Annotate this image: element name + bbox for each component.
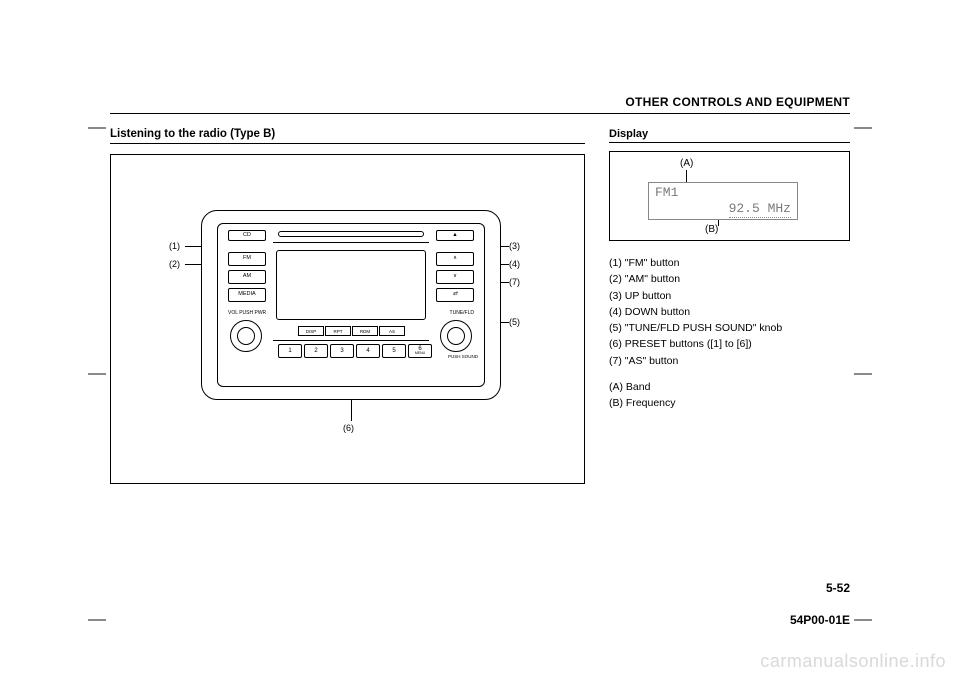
legend-7: (7) "AS" button <box>609 353 850 369</box>
lcd-screen: FM1 92.5 MHz <box>648 182 798 220</box>
media-button[interactable]: MEDIA <box>228 288 266 302</box>
rdm-button[interactable]: RDM <box>352 326 378 336</box>
chapter-title: OTHER CONTROLS AND EQUIPMENT <box>110 95 850 113</box>
section-title: Listening to the radio (Type B) <box>110 128 585 144</box>
callout-5: (5) <box>509 317 520 327</box>
radio-bezel: CD FM AM MEDIA VOL PUSH PWR ▲ ∧ ∨ ⇄ TUNE… <box>201 210 501 400</box>
preset-1[interactable]: 1 <box>278 344 302 358</box>
preset-5[interactable]: 5 <box>382 344 406 358</box>
legend: (1) "FM" button (2) "AM" button (3) UP b… <box>609 255 850 411</box>
doc-code: 54P00-01E <box>790 613 850 627</box>
eject-button[interactable]: ▲ <box>436 230 474 241</box>
mini-button-row: DISP RPT RDM AS <box>298 326 405 336</box>
cd-lip <box>273 242 429 244</box>
header-rule <box>110 113 850 114</box>
callout-1: (1) <box>169 241 180 251</box>
preset-divider <box>273 340 429 341</box>
watermark: carmanualsonline.info <box>760 651 946 672</box>
crop-tick <box>854 619 872 621</box>
radio-face: CD FM AM MEDIA VOL PUSH PWR ▲ ∧ ∨ ⇄ TUNE… <box>217 223 485 387</box>
right-column: Display (A) FM1 92.5 MHz (B) (1) "FM" bu… <box>609 128 850 484</box>
crop-tick <box>88 127 106 129</box>
volume-knob[interactable] <box>230 320 262 352</box>
callout-2: (2) <box>169 259 180 269</box>
lcd-frequency: 92.5 MHz <box>729 201 791 218</box>
crop-tick <box>88 373 106 375</box>
crop-tick <box>88 619 106 621</box>
display-figure: (A) FM1 92.5 MHz (B) <box>609 151 850 241</box>
disp-button[interactable]: DISP <box>298 326 324 336</box>
legend-a: (A) Band <box>609 379 850 395</box>
am-button[interactable]: AM <box>228 270 266 284</box>
preset-3[interactable]: 3 <box>330 344 354 358</box>
legend-1: (1) "FM" button <box>609 255 850 271</box>
cd-button[interactable]: CD <box>228 230 266 241</box>
callout-3: (3) <box>509 241 520 251</box>
callout-4: (4) <box>509 259 520 269</box>
legend-3: (3) UP button <box>609 288 850 304</box>
legend-b: (B) Frequency <box>609 395 850 411</box>
radio-figure: (1) (2) (3) (4) (7) (5) (6) <box>110 154 585 484</box>
up-button[interactable]: ∧ <box>436 252 474 266</box>
crop-tick <box>854 373 872 375</box>
lcd-band: FM1 <box>655 185 791 201</box>
crop-tick <box>854 127 872 129</box>
preset-row: 1 2 3 4 5 6MENU <box>278 344 432 358</box>
display-callout-a: (A) <box>680 158 693 169</box>
display-callout-b: (B) <box>705 224 718 235</box>
as-seek-button[interactable]: ⇄ <box>436 288 474 302</box>
radio-screen <box>276 250 426 320</box>
as-button[interactable]: AS <box>379 326 405 336</box>
tune-knob[interactable] <box>440 320 472 352</box>
down-button[interactable]: ∨ <box>436 270 474 284</box>
callout-7: (7) <box>509 277 520 287</box>
preset-6[interactable]: 6MENU <box>408 344 432 358</box>
legend-6: (6) PRESET buttons ([1] to [6]) <box>609 336 850 352</box>
left-column: Listening to the radio (Type B) (1) (2) … <box>110 128 585 484</box>
cd-slot <box>278 231 424 237</box>
legend-4: (4) DOWN button <box>609 304 850 320</box>
rpt-button[interactable]: RPT <box>325 326 351 336</box>
vol-label: VOL PUSH PWR <box>228 310 266 316</box>
sound-label: PUSH SOUND <box>448 354 478 359</box>
legend-2: (2) "AM" button <box>609 271 850 287</box>
preset-2[interactable]: 2 <box>304 344 328 358</box>
callout-6: (6) <box>343 423 354 433</box>
preset-4[interactable]: 4 <box>356 344 380 358</box>
page: OTHER CONTROLS AND EQUIPMENT Listening t… <box>110 95 850 635</box>
display-heading: Display <box>609 128 850 143</box>
page-number: 5-52 <box>826 581 850 595</box>
legend-5: (5) "TUNE/FLD PUSH SOUND" knob <box>609 320 850 336</box>
fm-button[interactable]: FM <box>228 252 266 266</box>
tune-label: TUNE/FLD <box>450 310 474 316</box>
